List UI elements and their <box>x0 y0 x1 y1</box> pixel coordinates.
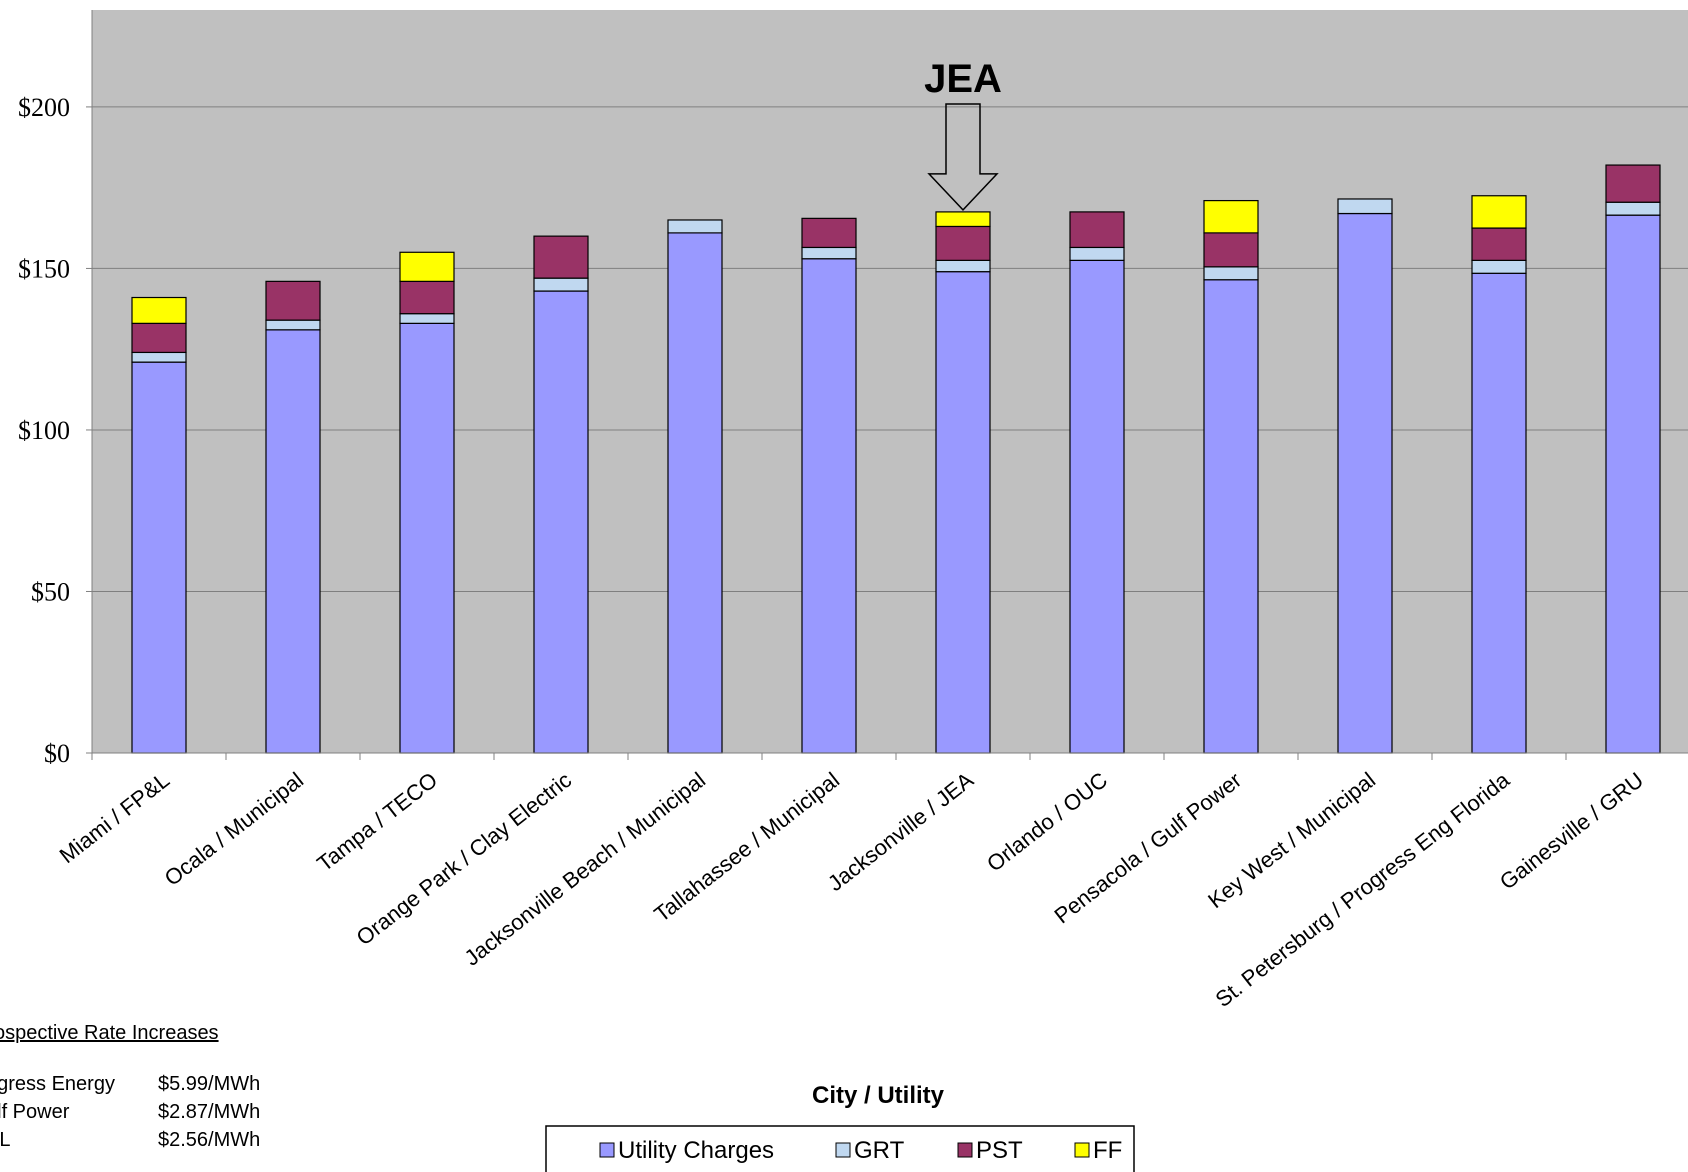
bar-segment-grt <box>399 313 455 324</box>
bar-segment-utility-charges <box>1471 272 1527 754</box>
bar-segment-pst <box>1069 211 1125 249</box>
notes-row: &L $2.56/MWh <box>0 1126 320 1154</box>
bar-segment-utility-charges <box>667 232 723 754</box>
bar-segment-utility-charges <box>399 322 455 754</box>
bar-segment-pst <box>399 280 455 315</box>
annotation-label: JEA <box>924 57 1002 101</box>
bar-segment-grt <box>265 319 321 331</box>
bar-segment-grt <box>667 219 723 234</box>
annotation-arrow <box>927 103 999 211</box>
x-tick-label: Orlando / OUC <box>982 767 1112 876</box>
y-tick-label: $200 <box>18 93 70 122</box>
bar-segment-ff <box>399 251 455 282</box>
bar-segment-grt <box>1605 201 1661 216</box>
bar-segment-pst <box>935 225 991 261</box>
legend-item: Utility Charges <box>599 1137 774 1164</box>
notes-rate: $5.99/MWh <box>158 1073 261 1095</box>
notes-utility: ogress Energy <box>0 1073 115 1095</box>
bar-segment-grt <box>131 351 187 363</box>
bars <box>131 164 1661 754</box>
legend-item: PST <box>957 1137 1023 1164</box>
y-tick-label: $0 <box>44 739 70 768</box>
bar-segment-ff <box>131 296 187 324</box>
y-tick-label: $100 <box>18 416 70 445</box>
bar-segment-utility-charges <box>131 361 187 754</box>
plot-area <box>91 10 1688 753</box>
bar-segment-ff <box>935 211 991 228</box>
bar-segment-utility-charges <box>533 290 589 754</box>
x-tick-label: Gainesville / GRU <box>1495 767 1648 894</box>
bar-segment-grt <box>935 259 991 273</box>
y-tick-label: $150 <box>18 254 70 283</box>
bar-segment-pst <box>1203 232 1259 268</box>
bar-segment-utility-charges <box>1605 214 1661 754</box>
bar-segment-utility-charges <box>1203 279 1259 754</box>
bar-segment-pst <box>801 217 857 249</box>
notes-row: ulf Power $2.87/MWh <box>0 1098 320 1126</box>
bar-segment-ff <box>1203 199 1259 234</box>
bar-segment-pst <box>533 235 589 279</box>
bar-segment-pst <box>1605 164 1661 203</box>
bar-segment-grt <box>1203 266 1259 281</box>
bar-segment-grt <box>1069 246 1125 261</box>
x-tick-label: Jacksonville / JEA <box>823 767 978 896</box>
x-tick-label: Orange Park / Clay Electric <box>352 767 576 950</box>
x-tick-label: Miami / FP&L <box>55 767 174 868</box>
legend-swatch <box>599 1142 615 1158</box>
x-tick-label: Tampa / TECO <box>312 767 442 876</box>
legend-swatch <box>835 1142 851 1158</box>
rate-increase-notes: ospective Rate Increases ogress Energy $… <box>0 1022 320 1154</box>
bar-segment-utility-charges <box>935 271 991 754</box>
bar-segment-grt <box>1337 198 1393 215</box>
legend-item: GRT <box>835 1137 905 1164</box>
x-axis-title: City / Utility <box>812 1082 945 1109</box>
bar-segment-pst <box>1471 227 1527 261</box>
legend-label: PST <box>976 1137 1023 1164</box>
y-tick-label: $50 <box>31 577 70 606</box>
legend-item: FF <box>1074 1137 1122 1164</box>
bar-segment-utility-charges <box>265 329 321 754</box>
bar-segment-utility-charges <box>801 258 857 754</box>
bar-segment-utility-charges <box>1337 212 1393 754</box>
legend-label: Utility Charges <box>618 1137 774 1164</box>
legend-label: GRT <box>854 1137 905 1164</box>
bar-segment-grt <box>801 246 857 260</box>
bar-segment-utility-charges <box>1069 259 1125 754</box>
bar-segment-grt <box>1471 259 1527 274</box>
y-axis: $0 $50 $100 $150 $200 <box>18 93 92 768</box>
plot-background <box>92 10 1688 753</box>
x-tick-label: Jacksonville Beach / Municipal <box>460 767 711 970</box>
legend-label: FF <box>1093 1137 1122 1164</box>
bar-segment-grt <box>533 277 589 292</box>
notes-utility: ulf Power <box>0 1101 70 1123</box>
legend: Utility Charges GRT PST FF <box>545 1125 1135 1172</box>
notes-utility: &L <box>0 1129 11 1151</box>
x-tick-label: St. Petersburg / Progress Eng Florida <box>1211 767 1515 1012</box>
notes-title: ospective Rate Increases <box>0 1022 219 1044</box>
legend-swatch <box>1074 1142 1090 1158</box>
notes-rate: $2.87/MWh <box>158 1101 261 1123</box>
notes-rate: $2.56/MWh <box>158 1129 261 1151</box>
notes-row: ogress Energy $5.99/MWh <box>0 1070 320 1098</box>
gridlines <box>92 106 1688 592</box>
legend-swatch <box>957 1142 973 1158</box>
x-tick-label: Ocala / Municipal <box>160 767 308 891</box>
bar-segment-pst <box>265 280 321 321</box>
bar-segment-ff <box>1471 195 1527 229</box>
annotation: JEA <box>924 57 1002 211</box>
bar-segment-pst <box>131 322 187 354</box>
